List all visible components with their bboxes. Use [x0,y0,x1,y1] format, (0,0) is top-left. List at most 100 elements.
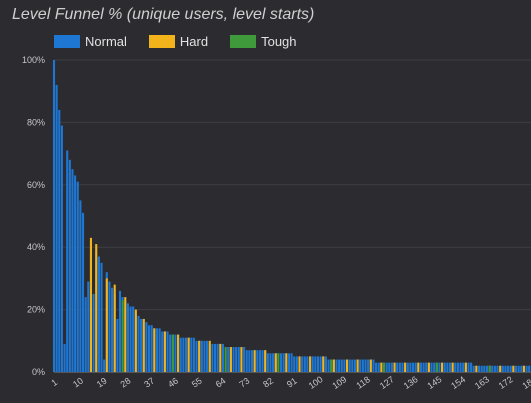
bar-normal-4 [60,125,63,373]
bar-hard-175 [512,365,515,372]
bar-normal-178 [520,365,523,372]
bar-normal-53 [190,337,193,372]
bar-normal-99 [311,356,314,372]
bar-normal-129 [390,362,393,372]
bar-normal-119 [364,359,367,372]
bar-normal-38 [150,325,153,372]
bar-normal-124 [377,362,380,372]
bar-tough-86 [277,353,280,372]
bar-normal-91 [290,353,293,372]
bar-normal-58 [203,340,206,372]
bar-hard-24 [113,284,116,372]
bar-hard-52 [187,337,190,372]
bar-normal-160 [472,365,475,372]
bar-normal-137 [411,362,415,372]
bar-normal-171 [501,365,504,372]
bar-normal-180 [525,365,528,372]
bar-hard-121 [369,359,372,372]
bar-hard-48 [177,334,180,372]
legend-entry-tough[interactable]: Tough [230,34,297,49]
bar-normal-132 [398,362,401,372]
bar-normal-5 [63,343,66,372]
x-tick-label-10: 91 [285,376,299,390]
bar-normal-41 [158,328,161,372]
bar-normal-80 [261,350,264,372]
bar-hard-56 [198,340,201,372]
y-tick-label-0: 0% [32,367,45,377]
bar-normal-65 [221,343,225,372]
bar-normal-150 [446,362,449,372]
x-tick-label-0: 1 [49,377,59,388]
bar-normal-29 [126,303,129,372]
bar-normal-67 [227,347,230,372]
bar-normal-144 [430,362,433,372]
bar-normal-123 [375,362,378,372]
bar-normal-105 [327,359,330,372]
bar-hard-143 [427,362,430,372]
bar-hard-179 [522,365,525,372]
legend-entry-hard[interactable]: Hard [148,34,209,49]
bar-normal-120 [367,359,370,372]
bar-hard-170 [499,365,502,372]
bar-hard-157 [464,362,467,372]
x-tick-label-17: 154 [449,374,467,391]
chart-title: Level Funnel % (unique users, level star… [12,6,315,23]
bar-hard-130 [393,362,396,372]
legend-entry-normal[interactable]: Normal [54,34,127,49]
bar-normal-100 [314,356,317,372]
x-tick-label-6: 55 [190,376,204,390]
bar-normal-102 [319,356,322,372]
bar-normal-149 [443,362,446,372]
bar-tough-46 [171,334,174,372]
bar-normal-59 [206,340,209,372]
bar-normal-33 [137,315,140,372]
y-tick-label-1: 20% [27,305,45,315]
bar-normal-168 [493,365,496,372]
bar-normal-122 [372,359,375,372]
bar-normal-84 [272,353,275,372]
bar-normal-110 [340,359,343,372]
bar-normal-133 [401,362,404,372]
bar-hard-134 [404,362,407,372]
bar-normal-6 [66,150,69,372]
bar-normal-145 [433,362,436,372]
bar-normal-136 [409,362,412,372]
bar-hard-72 [240,347,243,372]
bar-normal-177 [517,365,520,372]
bar-normal-165 [485,365,489,372]
bar-hard-28 [124,297,127,372]
bar-hard-139 [417,362,420,372]
bar-normal-159 [470,362,473,372]
bar-normal-164 [483,365,486,372]
bar-normal-104 [324,356,327,372]
bar-hard-35 [142,318,145,372]
legend-label-hard: Hard [179,34,209,49]
bar-normal-7 [68,159,71,372]
x-tick-label-13: 118 [354,374,371,390]
bar-normal-118 [361,359,364,372]
bar-hard-94 [298,356,301,372]
bar-normal-44 [166,331,169,372]
bar-normal-117 [359,359,362,372]
bar-normal-109 [338,359,341,372]
bar-normal-23 [111,287,114,372]
bar-normal-111 [343,359,346,372]
bar-normal-127 [385,362,388,372]
bar-hard-17 [95,244,98,372]
bar-normal-54 [192,337,195,372]
bar-hard-39 [153,328,156,372]
bar-normal-14 [87,281,90,372]
bar-hard-112 [345,359,349,372]
bar-tough-27 [121,300,124,372]
bar-normal-151 [448,362,452,372]
bar-normal-153 [454,362,457,372]
bar-normal-101 [316,356,320,372]
x-tick-label-18: 163 [473,374,491,391]
legend-label-normal: Normal [85,34,127,49]
bar-normal-115 [353,359,357,372]
bar-normal-90 [287,353,291,372]
bar-normal-12 [81,212,85,372]
x-tick-label-7: 64 [214,376,228,390]
bar-normal-167 [491,365,494,372]
